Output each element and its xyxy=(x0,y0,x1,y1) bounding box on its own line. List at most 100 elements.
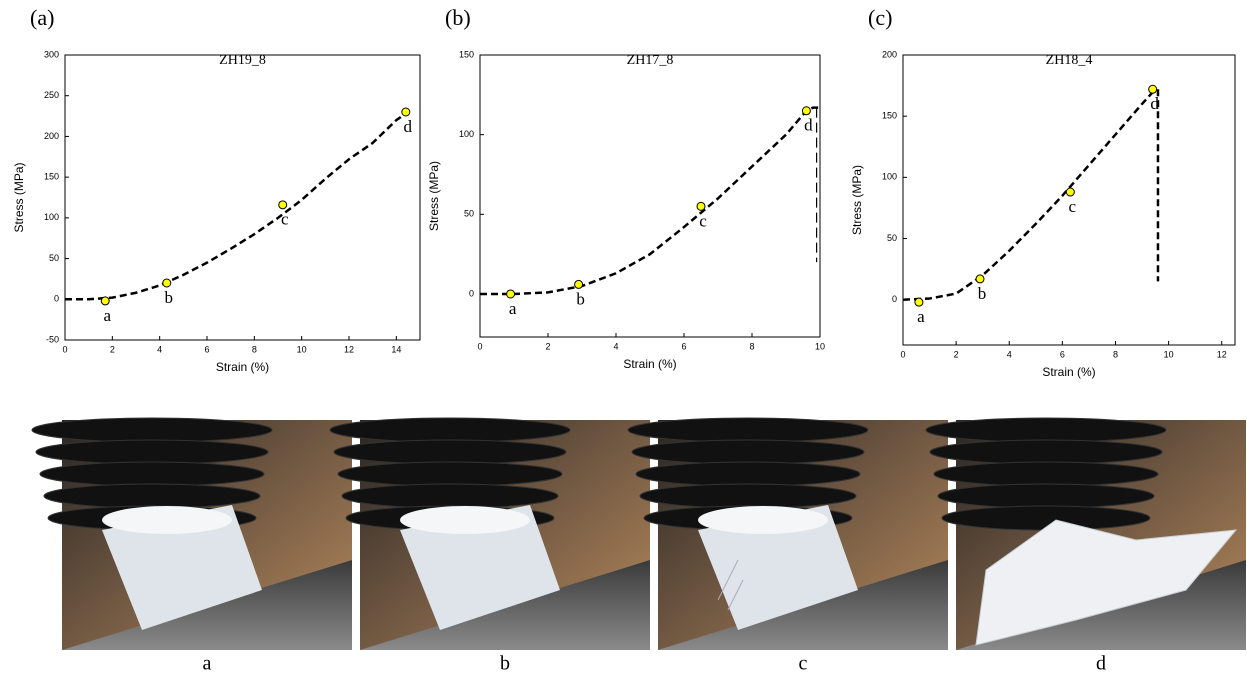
x-tick-label: 10 xyxy=(1164,349,1174,359)
photo-thread xyxy=(631,439,865,465)
photo-thread xyxy=(43,483,261,509)
y-tick-label: 150 xyxy=(44,172,59,182)
x-tick-label: 6 xyxy=(1060,349,1065,359)
y-axis-label: Stress (MPa) xyxy=(12,162,26,232)
photo-caption: c xyxy=(799,653,808,675)
y-tick-label: 250 xyxy=(44,90,59,100)
x-tick-label: 6 xyxy=(204,344,209,354)
point-label: b xyxy=(576,289,585,308)
x-tick-label: 8 xyxy=(1113,349,1118,359)
x-tick-label: 0 xyxy=(62,344,67,354)
point-label: d xyxy=(1150,94,1159,113)
panel-label: (c) xyxy=(868,5,892,30)
photo-thread xyxy=(639,483,857,509)
photo-thread xyxy=(627,417,869,443)
x-axis-label: Strain (%) xyxy=(1042,365,1095,379)
photo-thread xyxy=(941,505,1151,531)
photo-thread xyxy=(341,483,559,509)
y-tick-label: 0 xyxy=(892,294,897,304)
photo-fragments xyxy=(975,519,1238,646)
photo-caption: b xyxy=(500,653,510,675)
point-label: d xyxy=(804,116,813,135)
photo-sample xyxy=(102,505,262,630)
photo xyxy=(627,417,948,650)
chart-title: ZH19_8 xyxy=(219,53,266,68)
photo-sample xyxy=(698,505,858,630)
photo-sample-top xyxy=(698,506,828,534)
data-point xyxy=(162,278,172,288)
y-tick-label: 50 xyxy=(464,209,474,219)
point-label: b xyxy=(978,284,987,303)
x-tick-label: 8 xyxy=(252,344,257,354)
y-tick-label: 0 xyxy=(54,294,59,304)
y-tick-label: 150 xyxy=(882,111,897,121)
photo xyxy=(329,417,650,650)
photo-thread xyxy=(31,417,273,443)
point-label: a xyxy=(509,299,517,318)
y-tick-label: 100 xyxy=(459,129,474,139)
photo-thread xyxy=(937,483,1155,509)
photo-sample xyxy=(400,505,560,630)
curve xyxy=(480,106,820,296)
data-point xyxy=(975,274,985,284)
x-tick-label: 4 xyxy=(613,341,618,351)
photo-thread xyxy=(35,439,269,465)
point-label: c xyxy=(1069,197,1077,216)
photo xyxy=(925,417,1246,650)
photo-sample-top xyxy=(400,506,530,534)
y-tick-label: 200 xyxy=(44,131,59,141)
x-tick-label: 14 xyxy=(391,344,401,354)
photo-thread xyxy=(933,461,1159,487)
photo-thread xyxy=(635,461,861,487)
photo xyxy=(31,417,352,650)
y-tick-label: 0 xyxy=(469,288,474,298)
y-tick-label: 300 xyxy=(44,49,59,59)
data-point xyxy=(914,297,924,307)
photo-caption: a xyxy=(203,653,212,675)
x-tick-label: 2 xyxy=(954,349,959,359)
x-tick-label: 0 xyxy=(477,341,482,351)
photo-thread xyxy=(929,439,1163,465)
x-tick-label: 12 xyxy=(1217,349,1227,359)
plot-frame xyxy=(479,54,821,338)
data-point xyxy=(401,107,411,117)
photo-thread xyxy=(337,461,563,487)
curve xyxy=(902,88,1157,301)
data-point xyxy=(801,106,811,116)
panel-label: (b) xyxy=(445,5,471,30)
y-tick-label: 100 xyxy=(882,172,897,182)
data-point xyxy=(100,296,110,306)
point-label: b xyxy=(165,288,174,307)
point-label: a xyxy=(917,307,925,326)
curve xyxy=(65,110,409,301)
point-label: a xyxy=(103,306,111,325)
x-tick-label: 2 xyxy=(110,344,115,354)
x-tick-label: 6 xyxy=(681,341,686,351)
photo-thread xyxy=(925,417,1167,443)
y-tick-label: -50 xyxy=(46,334,59,344)
data-point xyxy=(1065,187,1075,197)
point-label: c xyxy=(281,210,289,229)
chart-title: ZH17_8 xyxy=(627,53,674,68)
x-tick-label: 2 xyxy=(545,341,550,351)
y-tick-label: 50 xyxy=(887,233,897,243)
x-tick-label: 12 xyxy=(344,344,354,354)
y-tick-label: 150 xyxy=(459,49,474,59)
y-axis-label: Stress (MPa) xyxy=(850,165,864,235)
plot-frame xyxy=(64,54,421,341)
x-axis-label: Strain (%) xyxy=(623,357,676,371)
x-tick-label: 10 xyxy=(297,344,307,354)
y-tick-label: 200 xyxy=(882,49,897,59)
panel-label: (a) xyxy=(30,5,54,30)
photo-sample-top xyxy=(102,506,232,534)
x-tick-label: 4 xyxy=(1007,349,1012,359)
photo-caption: d xyxy=(1096,653,1106,675)
x-tick-label: 4 xyxy=(157,344,162,354)
plot-frame xyxy=(902,54,1236,346)
data-point xyxy=(696,201,706,211)
y-axis-label: Stress (MPa) xyxy=(427,161,441,231)
x-tick-label: 0 xyxy=(900,349,905,359)
chart-title: ZH18_4 xyxy=(1046,53,1093,68)
